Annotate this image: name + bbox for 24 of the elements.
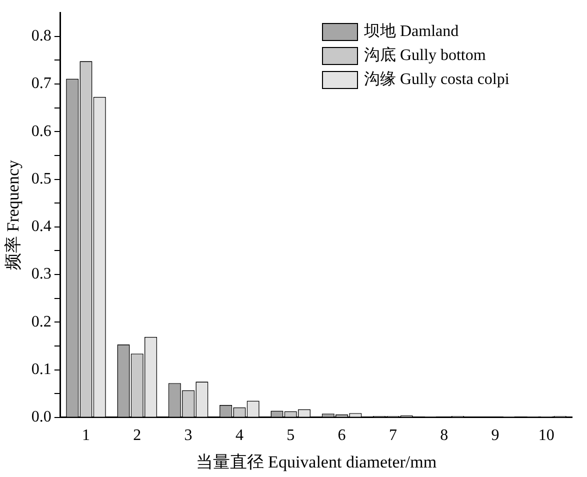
legend-label: 沟底 Gully bottom	[364, 46, 486, 66]
y-tick-label: 0.7	[31, 75, 52, 92]
y-tick-label: 0.5	[31, 170, 52, 188]
y-tick-label: 0.0	[31, 408, 52, 426]
y-tick-label: 0.6	[31, 122, 52, 140]
x-tick-label: 8	[440, 427, 448, 444]
x-tick-label: 4	[235, 427, 244, 444]
x-tick-label: 2	[133, 427, 142, 444]
x-tick-label: 9	[491, 427, 500, 444]
legend-label: 坝地 Damland	[364, 22, 459, 42]
y-tick-label: 0.2	[31, 313, 52, 330]
legend-label: 沟缘 Gully costa colpi	[364, 70, 510, 90]
y-tick-label: 0.3	[31, 266, 52, 283]
y-tick-label: 0.8	[31, 28, 52, 45]
y-axis-title: 频率 Frequency	[4, 160, 23, 270]
x-axis-title: 当量直径 Equivalent diameter/mm	[196, 452, 437, 472]
x-tick-label: 1	[82, 427, 90, 444]
y-tick-label: 0.4	[31, 218, 52, 236]
x-tick-label: 5	[286, 427, 295, 444]
y-tick-label: 0.1	[31, 360, 52, 378]
x-tick-label: 6	[338, 427, 346, 444]
x-tick-label: 3	[184, 427, 192, 444]
x-tick-label: 7	[388, 427, 397, 444]
x-tick-label: 10	[538, 427, 554, 444]
